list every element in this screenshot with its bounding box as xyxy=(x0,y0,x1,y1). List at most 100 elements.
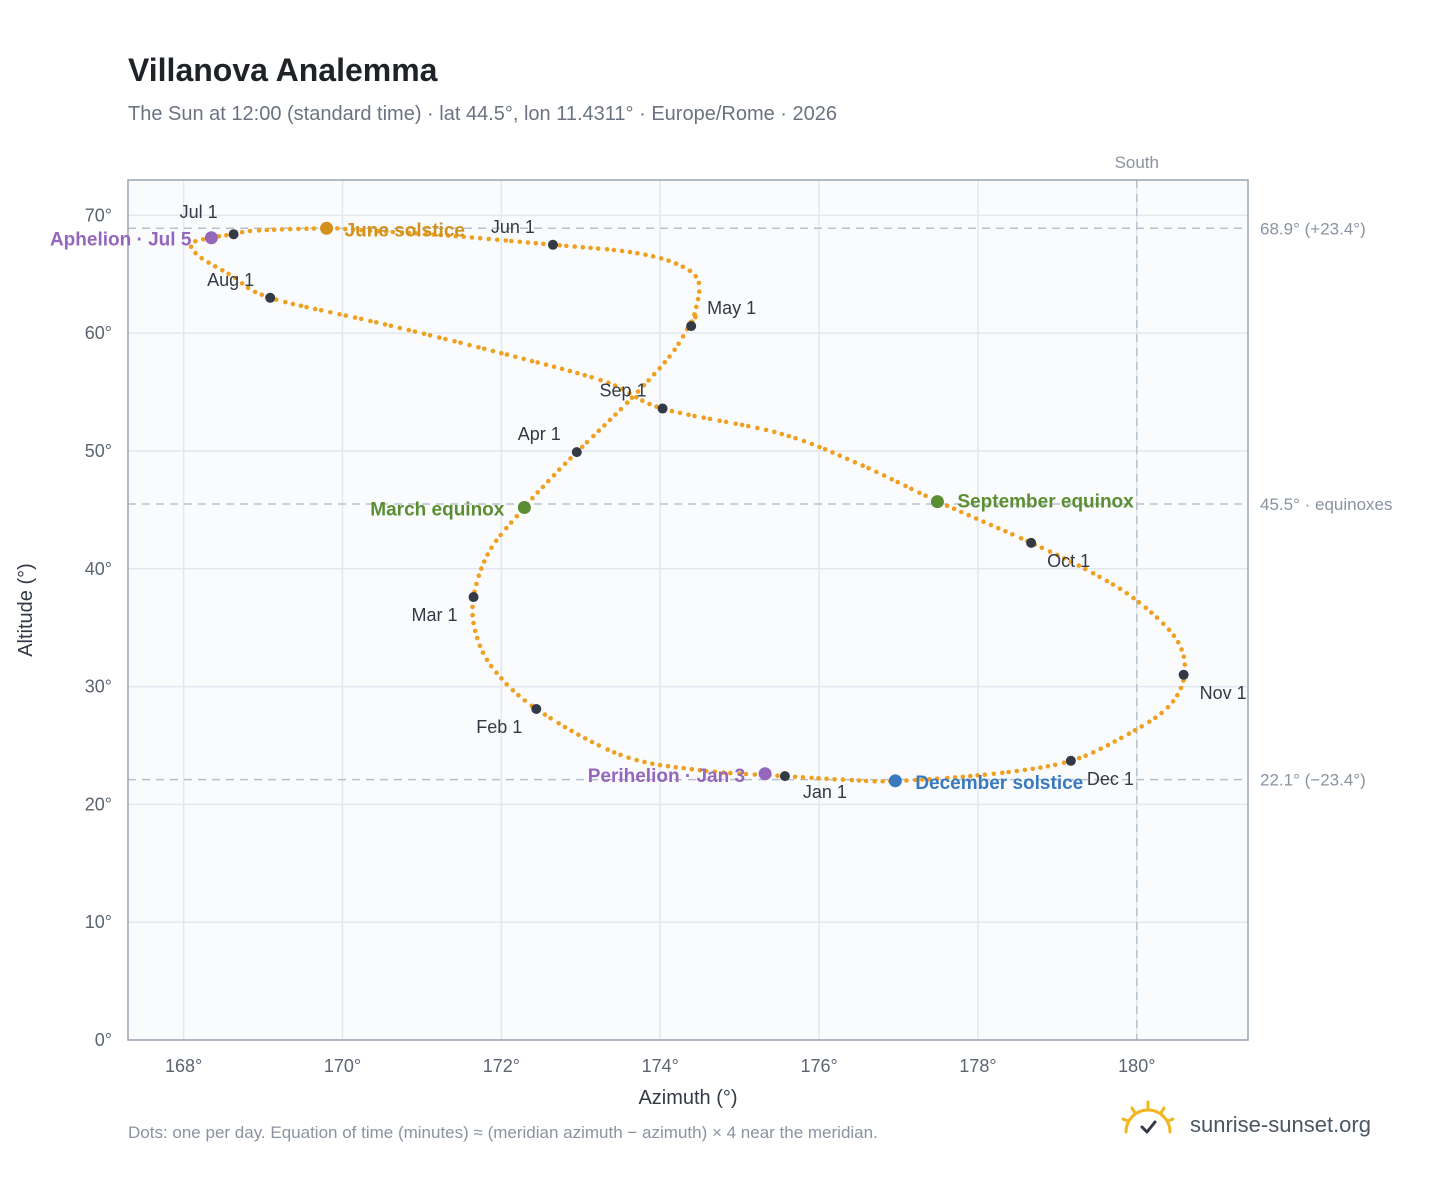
daily-dot xyxy=(541,241,546,247)
daily-dot xyxy=(920,777,925,782)
daily-dot xyxy=(680,334,686,339)
daily-dot xyxy=(525,240,531,245)
daily-dot xyxy=(542,712,548,717)
daily-dot xyxy=(588,245,593,251)
daily-dot xyxy=(959,509,964,515)
daily-dot xyxy=(582,736,588,741)
daily-dot xyxy=(903,483,908,489)
daily-dot xyxy=(399,230,405,235)
daily-dot xyxy=(743,771,749,777)
daily-dot xyxy=(557,467,562,472)
daily-dot xyxy=(944,503,950,509)
daily-dot xyxy=(1159,710,1164,716)
daily-dot xyxy=(598,377,603,383)
event-marker xyxy=(204,231,218,245)
daily-dot xyxy=(1171,633,1177,638)
daily-dot xyxy=(431,232,436,237)
daily-dot xyxy=(247,228,253,234)
daily-dot xyxy=(646,378,651,383)
daily-dot xyxy=(618,752,623,758)
brand[interactable]: sunrise-sunset.org xyxy=(1120,1100,1420,1150)
month-marker-label: Oct 1 xyxy=(1047,551,1090,571)
daily-dot xyxy=(934,776,940,781)
daily-dot xyxy=(562,724,568,730)
daily-dot xyxy=(837,453,843,458)
daily-dot xyxy=(607,417,613,423)
plot-area xyxy=(128,180,1248,1040)
daily-dot xyxy=(239,229,245,235)
month-marker-label: Jul 1 xyxy=(180,202,218,222)
daily-dot xyxy=(801,438,807,444)
daily-dot xyxy=(677,410,683,416)
event-marker xyxy=(930,495,944,509)
daily-dot xyxy=(579,444,585,450)
daily-dot xyxy=(752,772,758,777)
x-tick-label: 176° xyxy=(800,1056,837,1076)
daily-dot xyxy=(605,747,610,752)
daily-dot xyxy=(296,226,301,232)
reference-line-label: 68.9° (+23.4°) xyxy=(1260,219,1366,238)
daily-dot xyxy=(1091,750,1096,755)
daily-dot xyxy=(445,233,451,238)
daily-dot xyxy=(786,433,792,439)
daily-dot xyxy=(1022,767,1028,773)
daily-dot xyxy=(966,512,971,518)
daily-dot xyxy=(1055,552,1060,558)
daily-dot xyxy=(375,228,381,234)
daily-dot xyxy=(562,461,568,467)
daily-dot xyxy=(917,490,922,496)
daily-dot xyxy=(224,233,229,238)
daily-dot xyxy=(1181,654,1187,659)
y-axis-ticks: 0° 10° 20° 30° 40° 50° 60° 70° xyxy=(85,205,112,1050)
daily-dot xyxy=(1061,760,1067,765)
daily-dot xyxy=(212,264,218,269)
daily-dot xyxy=(233,275,238,281)
reference-line-label: 45.5° · equinoxes xyxy=(1260,495,1393,514)
month-marker-label: Aug 1 xyxy=(207,270,254,290)
daily-dot xyxy=(733,421,738,427)
daily-dot xyxy=(1153,715,1158,721)
daily-dot xyxy=(629,395,635,401)
daily-dot xyxy=(872,779,877,784)
daily-dot xyxy=(521,356,526,362)
daily-dot xyxy=(470,604,475,610)
daily-dot xyxy=(650,761,655,766)
daily-dot xyxy=(494,237,500,242)
daily-dot xyxy=(580,245,586,250)
daily-dot xyxy=(1154,615,1160,620)
event-marker xyxy=(517,501,531,515)
daily-dot xyxy=(889,477,895,482)
daily-dot xyxy=(800,775,806,780)
daily-dot xyxy=(657,365,662,371)
month-marker xyxy=(1065,755,1076,766)
daily-dot xyxy=(514,513,520,519)
daily-dot xyxy=(595,246,601,251)
x-tick-label: 178° xyxy=(959,1056,996,1076)
event-marker xyxy=(320,221,334,235)
daily-dot xyxy=(673,261,679,266)
daily-dot xyxy=(602,423,607,428)
daily-dot xyxy=(477,643,483,649)
daily-dot xyxy=(591,433,596,439)
daily-dot xyxy=(1117,586,1123,592)
daily-dot xyxy=(383,229,389,234)
daily-dot xyxy=(543,362,549,367)
y-tick-label: 0° xyxy=(95,1030,112,1050)
month-marker-label: Dec 1 xyxy=(1087,769,1134,789)
month-marker xyxy=(657,403,668,414)
daily-dot xyxy=(1062,556,1067,561)
daily-dot xyxy=(618,406,624,412)
reference-lines: 68.9° (+23.4°) 45.5° · equinoxes 22.1° (−2… xyxy=(128,153,1393,1040)
daily-dot xyxy=(388,323,394,329)
month-marker-label: Sep 1 xyxy=(600,381,647,401)
daily-dot xyxy=(199,255,204,261)
daily-dot xyxy=(697,767,703,773)
daily-dot xyxy=(328,310,333,315)
daily-dot xyxy=(904,778,909,783)
month-marker xyxy=(468,592,479,603)
daily-dot xyxy=(627,390,632,396)
daily-dot xyxy=(856,778,862,783)
daily-dot xyxy=(193,250,198,256)
daily-dot xyxy=(1083,753,1088,758)
daily-dot xyxy=(397,325,403,331)
